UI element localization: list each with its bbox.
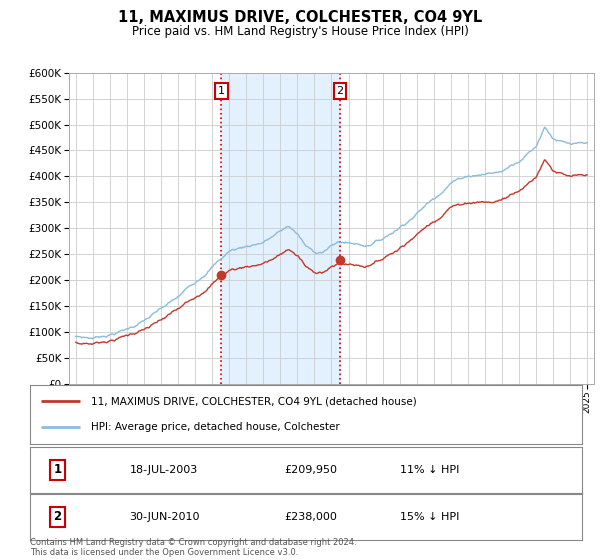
Text: 15% ↓ HPI: 15% ↓ HPI: [400, 512, 459, 522]
Text: £209,950: £209,950: [284, 465, 337, 475]
Text: 2: 2: [336, 86, 343, 96]
Text: 2: 2: [53, 510, 62, 524]
Text: 1: 1: [218, 86, 225, 96]
Text: Contains HM Land Registry data © Crown copyright and database right 2024.
This d: Contains HM Land Registry data © Crown c…: [30, 538, 356, 557]
Text: 11, MAXIMUS DRIVE, COLCHESTER, CO4 9YL (detached house): 11, MAXIMUS DRIVE, COLCHESTER, CO4 9YL (…: [91, 396, 416, 406]
Text: 11, MAXIMUS DRIVE, COLCHESTER, CO4 9YL: 11, MAXIMUS DRIVE, COLCHESTER, CO4 9YL: [118, 10, 482, 25]
Text: Price paid vs. HM Land Registry's House Price Index (HPI): Price paid vs. HM Land Registry's House …: [131, 25, 469, 38]
Bar: [221, 73, 340, 384]
Text: £238,000: £238,000: [284, 512, 337, 522]
Text: 30-JUN-2010: 30-JUN-2010: [130, 512, 200, 522]
Text: 11% ↓ HPI: 11% ↓ HPI: [400, 465, 459, 475]
Text: 1: 1: [53, 463, 62, 477]
Text: HPI: Average price, detached house, Colchester: HPI: Average price, detached house, Colc…: [91, 422, 340, 432]
Text: 18-JUL-2003: 18-JUL-2003: [130, 465, 197, 475]
